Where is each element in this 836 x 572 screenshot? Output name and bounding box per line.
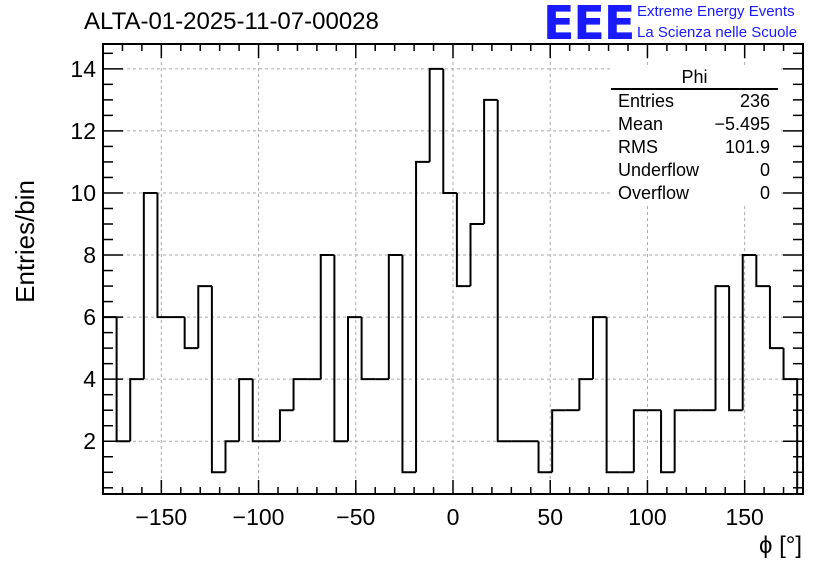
stats-value: 0	[759, 160, 770, 180]
histogram-bin	[455, 192, 471, 288]
histogram-bin	[592, 316, 607, 380]
chart-title: ALTA-01-2025-11-07-00028	[84, 8, 379, 35]
histogram-bin	[224, 440, 240, 473]
stats-row-underflow: Underflow 0	[611, 159, 778, 182]
histogram-bin	[605, 317, 621, 474]
histogram-bin	[183, 317, 199, 350]
histogram-bin	[755, 255, 770, 288]
histogram-bin	[278, 409, 294, 442]
stats-row-entries: Entries 236	[611, 90, 778, 113]
histogram-bin	[469, 223, 485, 287]
histogram-bin	[660, 410, 675, 474]
stats-row-rms: RMS 101.9	[611, 136, 778, 159]
axis-ticks	[102, 44, 804, 494]
histogram-bin	[347, 316, 362, 442]
y-tick-label: 4	[83, 366, 96, 392]
stats-value: −5.495	[714, 114, 770, 134]
histogram-bin	[768, 286, 784, 350]
histogram-bin	[387, 254, 403, 380]
histogram-bin	[537, 441, 553, 474]
logo-line-2: La Scienza nelle Scuole	[637, 24, 798, 41]
histogram-bin	[360, 317, 376, 381]
x-tick-label: 0	[447, 504, 460, 530]
stats-label: Overflow	[618, 183, 690, 203]
histogram-bin	[197, 285, 212, 349]
x-tick-label: 150	[725, 504, 763, 530]
histogram-bin	[129, 378, 144, 442]
stats-value: 101.9	[724, 137, 770, 157]
histogram-bin	[714, 285, 730, 411]
y-tick-label: 12	[70, 118, 96, 144]
y-tick-label: 8	[83, 242, 96, 268]
histogram-bin	[483, 98, 498, 224]
histogram-bin	[319, 254, 335, 380]
eee-logo: EEE	[543, 0, 635, 50]
histogram-bin	[551, 409, 566, 473]
histogram-bin	[142, 191, 158, 380]
stats-label: Entries	[618, 91, 675, 111]
stats-value: 0	[759, 183, 770, 203]
histogram-bin	[442, 68, 457, 194]
y-tick-label: 2	[83, 428, 96, 454]
stats-row-overflow: Overflow 0	[611, 182, 778, 205]
x-tick-label: 50	[537, 504, 563, 530]
histogram-bin	[210, 286, 226, 474]
stats-title: Phi	[611, 66, 778, 90]
y-tick-label: 14	[70, 56, 96, 82]
histogram-bin	[673, 409, 689, 473]
histogram-bin	[741, 254, 757, 411]
stats-label: Mean	[618, 114, 664, 134]
histogram-series	[102, 67, 799, 494]
stats-label: RMS	[618, 137, 658, 157]
y-tick-label: 10	[70, 180, 96, 206]
histogram-bin	[728, 286, 743, 412]
histogram-bin	[496, 99, 512, 443]
histogram-bin	[578, 378, 593, 411]
histogram-bin	[632, 409, 648, 473]
histogram-bin	[156, 192, 172, 319]
logo-line-1: Extreme Energy Events	[637, 3, 795, 20]
x-tick-label: 100	[628, 504, 666, 530]
stats-row-mean: Mean −5.495	[611, 113, 778, 136]
histogram-bin	[428, 67, 444, 162]
histogram-bin	[251, 379, 267, 443]
x-axis-label: ϕ [°]	[758, 532, 802, 559]
histogram-bin	[238, 378, 253, 442]
tick-labels: −150 −100 −50 0 50 100 150 2 4 6 8 10 12 14	[70, 56, 763, 530]
histogram-bin	[401, 255, 417, 474]
x-tick-label: −100	[233, 504, 285, 530]
histogram-bin	[415, 160, 430, 473]
y-tick-label: 6	[83, 304, 96, 330]
histogram-bin	[102, 316, 117, 494]
y-axis-label: Entries/bin	[10, 180, 40, 303]
stats-value: 236	[739, 91, 770, 111]
stats-label: Underflow	[618, 160, 700, 180]
histogram-bin	[292, 378, 308, 411]
x-tick-label: −50	[336, 504, 375, 530]
x-tick-label: −150	[135, 504, 187, 530]
histogram-bin	[333, 255, 348, 443]
stats-box: Phi Entries 236 Mean −5.495 RMS 101.9 Un…	[611, 66, 778, 205]
